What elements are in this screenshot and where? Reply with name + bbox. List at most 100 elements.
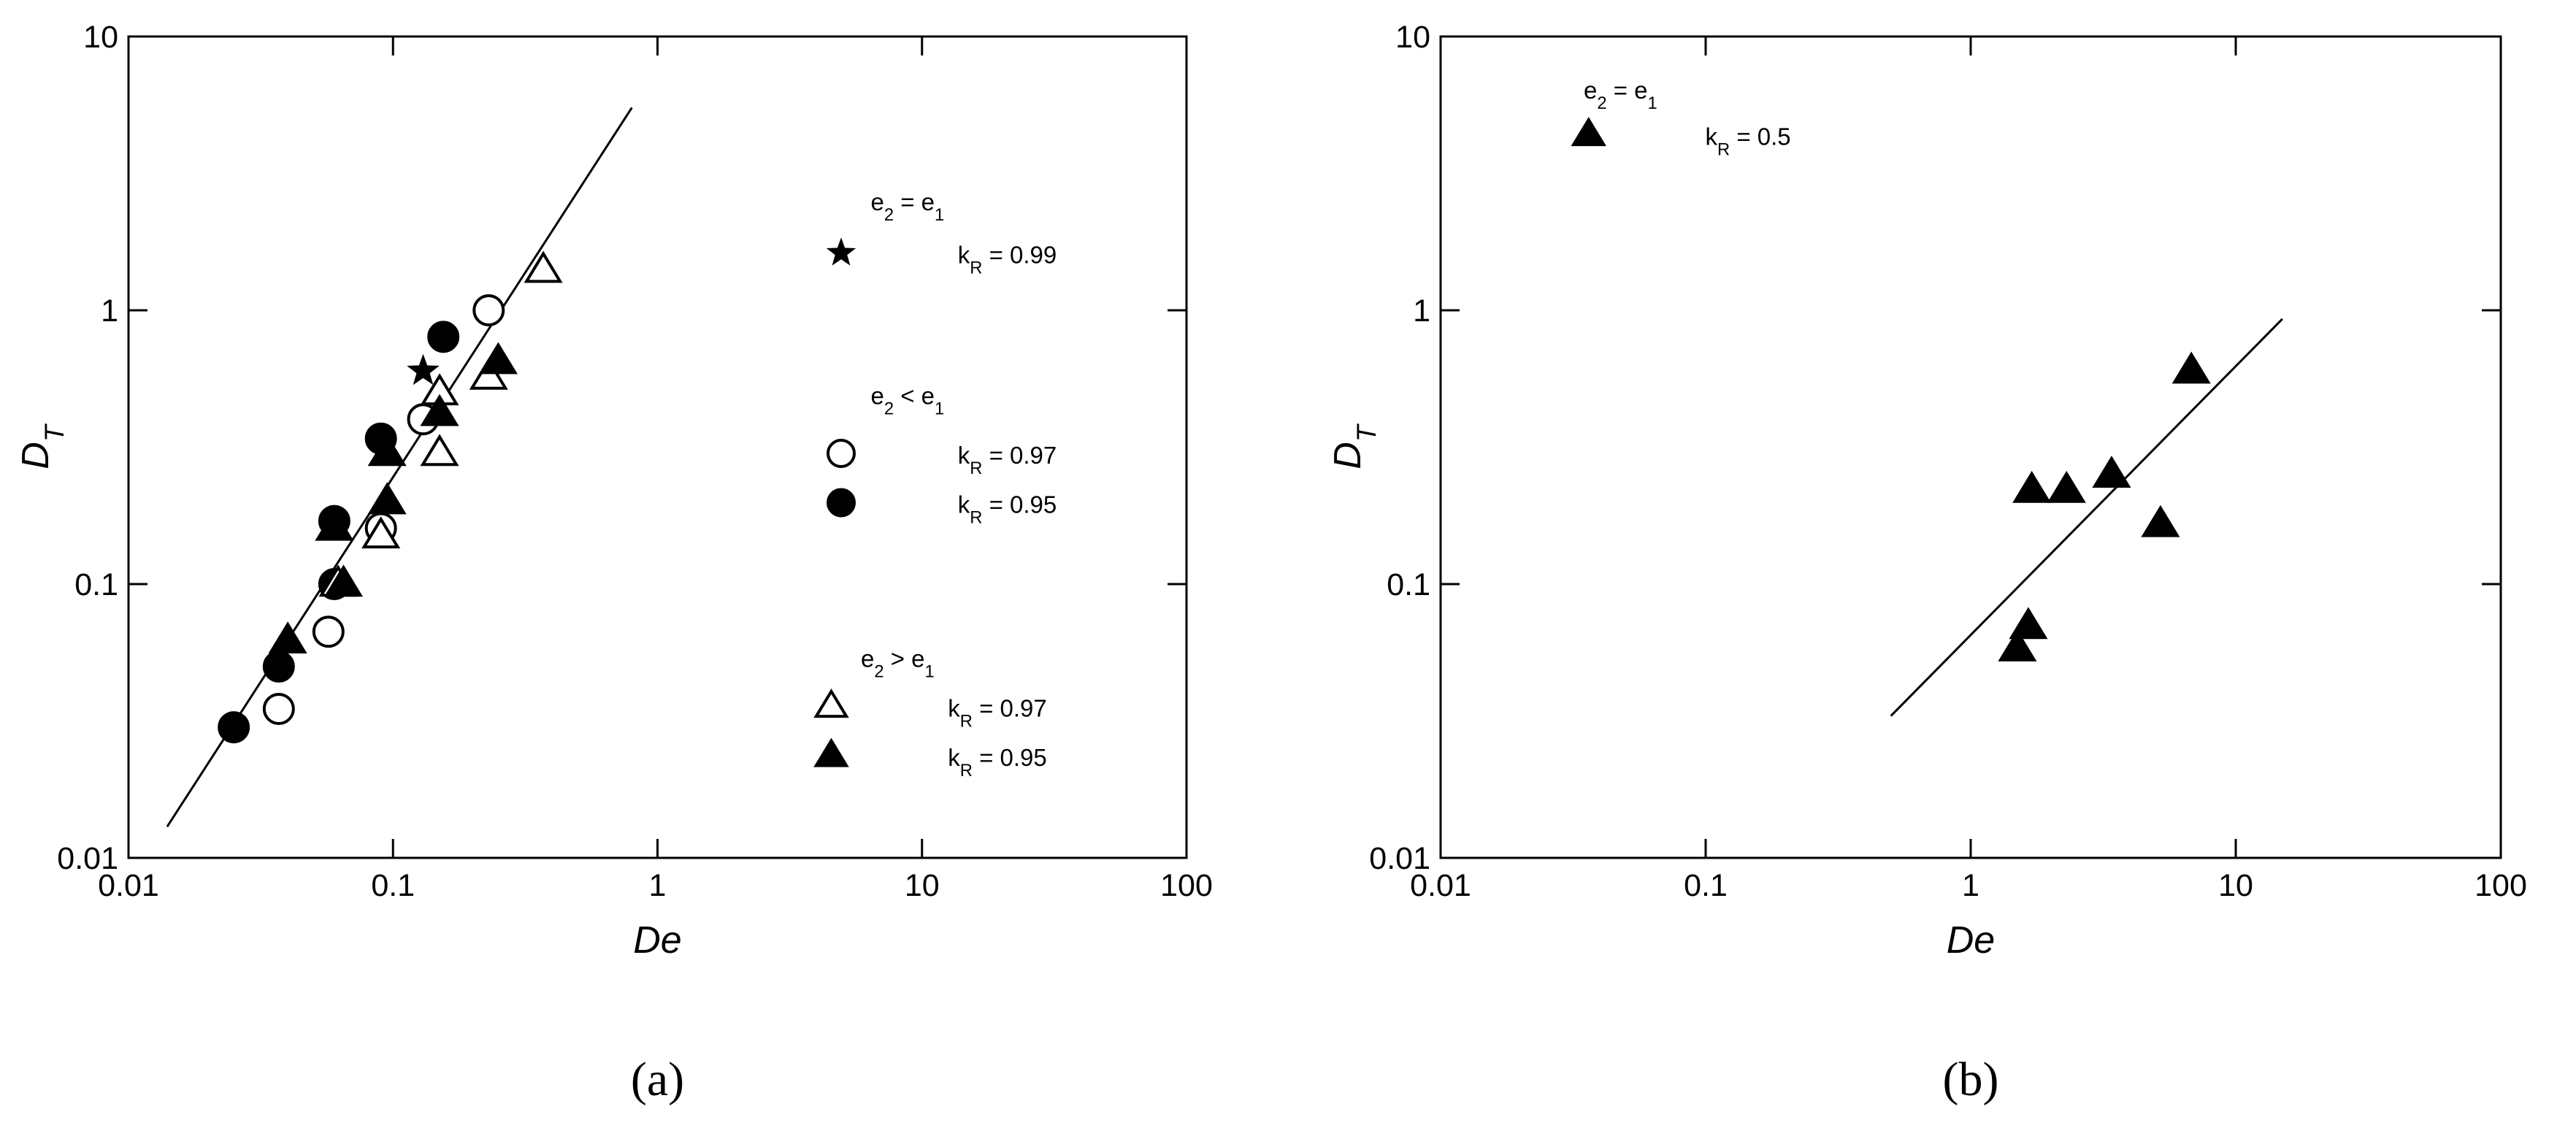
y-axis-label-part: D <box>15 442 57 469</box>
legend-group-label: e2 < e1 <box>871 383 945 419</box>
legend-label-part: k <box>948 744 960 771</box>
legend-marker <box>827 439 856 468</box>
legend-group-label: e2 = e1 <box>871 188 945 225</box>
legend-label-part: = 0.97 <box>973 695 1047 722</box>
legend-label-part: = 0.99 <box>982 242 1057 269</box>
legend-label-part: k <box>958 242 970 269</box>
x-tick-label: 0.01 <box>98 868 159 903</box>
marker-triangle <box>478 342 518 375</box>
legend-group-label-part: 1 <box>1648 93 1657 113</box>
marker-triangle <box>1998 629 2037 661</box>
legend-group-label-part: = e <box>894 188 935 215</box>
marker-triangle <box>315 508 354 541</box>
marker-circle <box>262 650 295 683</box>
legend-group-label-part: 1 <box>935 399 944 418</box>
marker-triangle <box>2009 607 2048 640</box>
legend-group-label-part: e <box>871 383 884 410</box>
legend-label-part: = 0.95 <box>982 491 1057 518</box>
legend-group-label-part: e <box>861 645 874 672</box>
legend-group-label-part: 2 <box>884 205 894 225</box>
marker-triangle <box>2141 505 2180 537</box>
marker-triangle <box>367 482 407 515</box>
x-tick-label: 0.1 <box>371 868 415 903</box>
fit-line <box>166 107 633 828</box>
y-axis-label: DT <box>15 423 69 469</box>
legend-group-label-part: e <box>1584 77 1597 104</box>
legend-label: kR = 0.95 <box>948 744 1047 780</box>
marker-star <box>407 353 440 385</box>
legend-group-label-part: = e <box>1607 77 1648 104</box>
legend-group-label-part: 2 <box>874 661 883 681</box>
fit-line <box>1890 318 2283 717</box>
legend-label: kR = 0.5 <box>1706 123 1791 160</box>
y-axis-label-part: T <box>39 423 69 442</box>
marker-triangle <box>367 434 407 467</box>
y-tick-label: 0.1 <box>1387 567 1430 602</box>
legend-group-label-part: e <box>871 188 884 215</box>
x-tick-label: 1 <box>1962 868 1979 903</box>
x-tick-label: 0.1 <box>1684 868 1728 903</box>
legend-label: kR = 0.99 <box>958 242 1057 278</box>
marker-circle <box>312 615 345 648</box>
legend-marker <box>1571 117 1606 147</box>
marker-circle <box>262 692 295 725</box>
panel-label: (b) <box>1943 1053 1999 1106</box>
legend-label: kR = 0.97 <box>948 695 1047 732</box>
legend-label-part: k <box>958 491 970 518</box>
legend-group-label-part: < e <box>894 383 935 410</box>
legend-label-part: R <box>960 711 973 731</box>
x-tick-label: 10 <box>905 868 940 903</box>
marker-triangle <box>2047 470 2086 503</box>
legend-marker <box>813 737 849 767</box>
x-tick-label: 10 <box>2218 868 2253 903</box>
panel-label: (a) <box>631 1053 684 1106</box>
y-axis-label-part: D <box>1327 442 1369 469</box>
marker-triangle <box>469 357 508 390</box>
legend-label-part: R <box>1717 139 1730 159</box>
marker-triangle <box>2171 351 2211 384</box>
y-tick-label: 1 <box>1413 294 1430 329</box>
legend-label-part: R <box>970 459 982 478</box>
legend-group-label-part: 2 <box>1597 93 1606 113</box>
legend-group-label-part: > e <box>884 645 925 672</box>
marker-triangle <box>323 564 364 597</box>
legend-group-label-part: 2 <box>884 399 894 418</box>
marker-triangle <box>361 516 401 549</box>
marker-circle <box>427 321 460 353</box>
legend-label-part: R <box>960 761 973 780</box>
y-axis-label: DT <box>1327 423 1381 469</box>
legend-group-label-part: 1 <box>925 661 935 681</box>
legend-label-part: R <box>970 258 982 277</box>
y-tick-label: 10 <box>83 20 118 55</box>
legend-group-label: e2 = e1 <box>1584 77 1657 113</box>
marker-triangle <box>524 250 563 283</box>
legend-group-label: e2 > e1 <box>861 645 935 682</box>
marker-triangle <box>268 621 307 654</box>
legend-marker <box>827 488 856 518</box>
x-tick-label: 100 <box>2475 868 2527 903</box>
x-tick-label: 100 <box>1160 868 1213 903</box>
y-axis-label-part: T <box>1351 423 1381 442</box>
x-tick-label: 0.01 <box>1410 868 1471 903</box>
y-tick-label: 0.01 <box>1369 841 1430 876</box>
marker-triangle <box>2012 470 2052 503</box>
marker-circle <box>218 711 250 744</box>
x-tick-label: 1 <box>649 868 667 903</box>
x-axis-label: De <box>633 919 681 962</box>
legend-label: kR = 0.97 <box>958 442 1057 478</box>
legend-label-part: k <box>958 442 970 469</box>
legend-label-part: R <box>970 507 982 527</box>
marker-triangle <box>2092 456 2131 488</box>
marker-triangle <box>420 394 459 426</box>
marker-triangle <box>420 434 459 467</box>
legend-label-part: = 0.5 <box>1730 123 1790 150</box>
legend-label-part: k <box>1706 123 1718 150</box>
plot-frame <box>1439 35 2502 859</box>
y-tick-label: 0.1 <box>74 567 118 602</box>
y-tick-label: 1 <box>101 294 118 329</box>
legend-marker <box>813 688 849 718</box>
legend-group-label-part: 1 <box>935 205 944 225</box>
legend-label: kR = 0.95 <box>958 491 1057 528</box>
